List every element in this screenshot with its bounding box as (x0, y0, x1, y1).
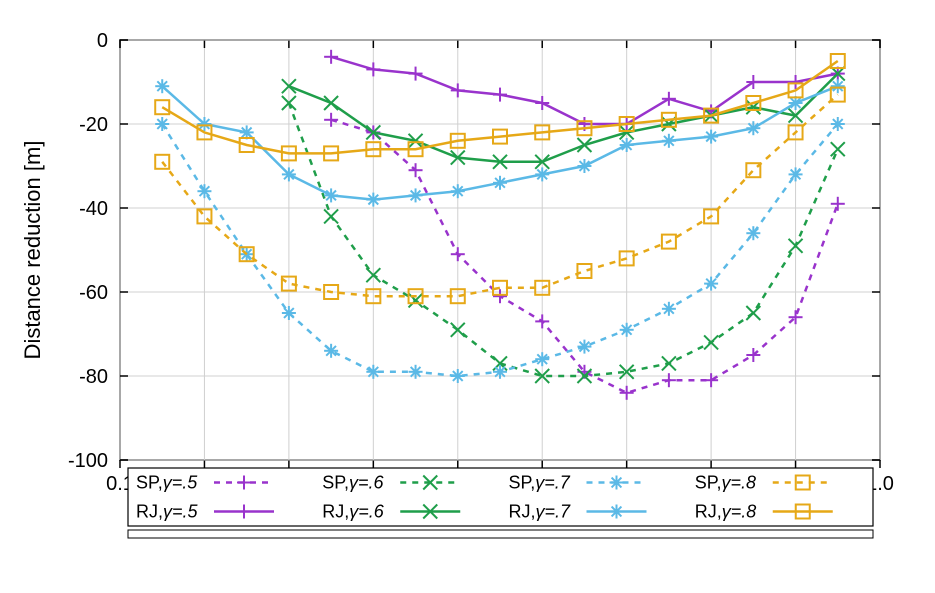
svg-text:-60: -60 (79, 282, 108, 304)
legend-box (128, 468, 873, 526)
svg-text:SP,γ=.7: SP,γ=.7 (509, 473, 571, 493)
svg-text:SP,γ=.6: SP,γ=.6 (322, 473, 384, 493)
svg-text:SP,γ=.8: SP,γ=.8 (695, 473, 756, 493)
svg-text:-40: -40 (79, 198, 108, 220)
svg-text:RJ,γ=.7: RJ,γ=.7 (509, 502, 572, 522)
svg-text:RJ,γ=.5: RJ,γ=.5 (136, 502, 199, 522)
svg-text:-20: -20 (79, 114, 108, 136)
svg-text:RJ,γ=.8: RJ,γ=.8 (695, 502, 757, 522)
prr-distance-chart: 0.10.20.30.40.50.60.70.80.91.00-20-40-60… (0, 0, 935, 593)
svg-text:0: 0 (97, 30, 108, 52)
svg-text:Distance reduction [m]: Distance reduction [m] (20, 141, 45, 360)
svg-text:-80: -80 (79, 366, 108, 388)
chart-container: 0.10.20.30.40.50.60.70.80.91.00-20-40-60… (0, 0, 935, 593)
svg-text:-100: -100 (68, 450, 108, 472)
svg-text:RJ,γ=.6: RJ,γ=.6 (322, 502, 385, 522)
svg-text:SP,γ=.5: SP,γ=.5 (136, 473, 198, 493)
